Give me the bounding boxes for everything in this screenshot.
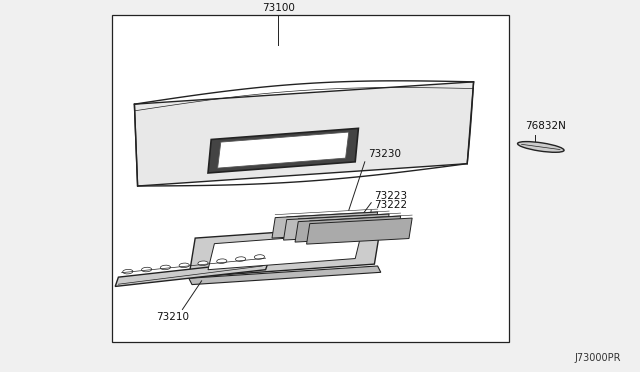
Ellipse shape [179,263,189,267]
Text: 73210: 73210 [156,312,189,323]
Text: 73223: 73223 [374,191,407,201]
Polygon shape [272,212,378,238]
Ellipse shape [198,261,208,266]
Polygon shape [218,132,349,168]
Ellipse shape [217,259,227,263]
Ellipse shape [236,257,246,262]
Polygon shape [307,218,412,244]
Ellipse shape [160,265,170,270]
Polygon shape [208,128,358,173]
Text: 73100: 73100 [262,3,295,13]
Polygon shape [295,216,401,242]
Ellipse shape [141,267,152,272]
Polygon shape [284,214,389,240]
Polygon shape [115,260,269,286]
Text: 73230: 73230 [368,149,401,159]
Ellipse shape [254,255,264,259]
Polygon shape [208,232,362,270]
Text: J73000PR: J73000PR [574,353,621,363]
Text: 73222: 73222 [374,200,407,210]
Text: 76832N: 76832N [525,121,566,131]
Polygon shape [189,225,381,277]
FancyBboxPatch shape [112,15,509,342]
Ellipse shape [518,142,564,152]
Ellipse shape [123,269,133,274]
Polygon shape [189,266,381,285]
Polygon shape [134,82,474,186]
